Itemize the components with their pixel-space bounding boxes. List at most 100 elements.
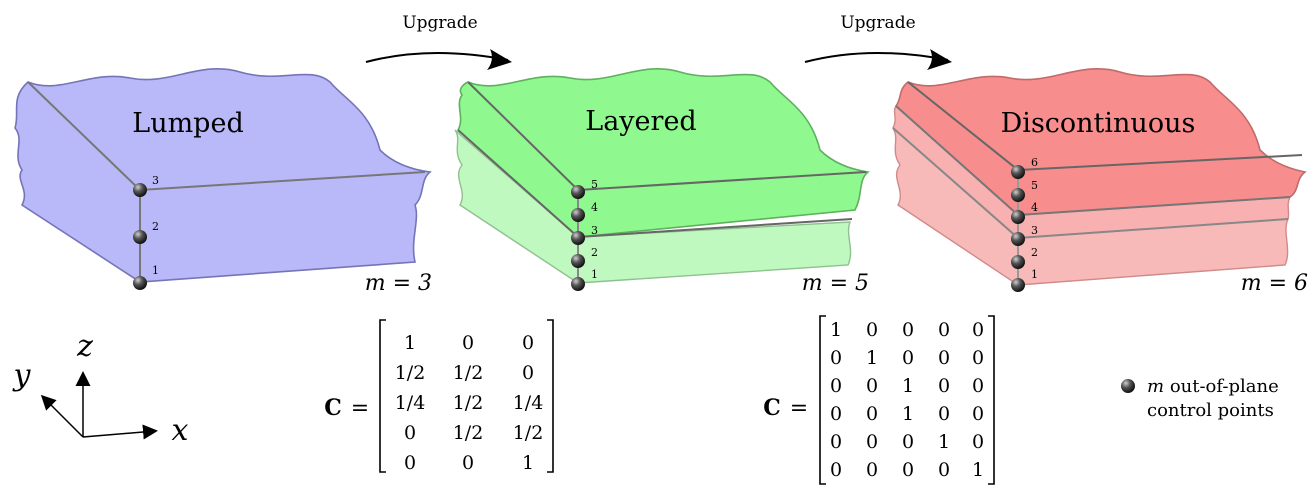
matrix-cell: 1 bbox=[902, 375, 914, 397]
upgrade-arrow-1: Upgrade bbox=[365, 13, 512, 70]
matrix-cell: 1/2 bbox=[453, 422, 484, 444]
control-point bbox=[133, 230, 147, 244]
m-label-layered: m = 5 bbox=[802, 271, 869, 296]
matrix-cell: 0 bbox=[866, 431, 878, 453]
matrix-discontinuous: C = 1 0 0 0 00 1 0 0 00 0 1 0 00 0 1 0 00 0 0 1 00 0 0 0 1 bbox=[763, 315, 995, 485]
cp-label: 4 bbox=[591, 201, 598, 214]
matrix-cell: 0 bbox=[972, 347, 984, 369]
matrix-cell: 0 bbox=[404, 452, 416, 474]
matrix-cell: 1 bbox=[830, 319, 842, 341]
matrix-cell: 0 bbox=[902, 319, 914, 341]
matrix-cell: 0 bbox=[938, 459, 950, 481]
matrix-cell: 1 bbox=[522, 452, 534, 474]
cp-label: 5 bbox=[591, 178, 598, 191]
control-point bbox=[1011, 232, 1025, 246]
matrix-cell: 0 bbox=[972, 431, 984, 453]
cp-label: 2 bbox=[591, 246, 598, 259]
legend-control-point-icon bbox=[1121, 379, 1135, 393]
matrix-cell: 1 bbox=[938, 431, 950, 453]
matrix-cell: 1 bbox=[902, 403, 914, 425]
matrix-cell: 0 bbox=[462, 452, 474, 474]
matrix-cell: 0 bbox=[902, 431, 914, 453]
discontinuous-title: Discontinuous bbox=[1001, 108, 1196, 139]
cp-label: 1 bbox=[152, 264, 159, 277]
matrix-cell: 0 bbox=[866, 459, 878, 481]
z-axis-label: z bbox=[76, 329, 93, 364]
legend-symbol: m bbox=[1147, 376, 1164, 397]
matrix-cell: 1 bbox=[972, 459, 984, 481]
matrix-cell: 0 bbox=[830, 431, 842, 453]
matrix-cell: 0 bbox=[866, 375, 878, 397]
y-axis-label: y bbox=[12, 358, 32, 393]
matrix-cell: 1/2 bbox=[513, 422, 544, 444]
legend-text-1: out-of-plane bbox=[1170, 376, 1279, 397]
control-point bbox=[133, 183, 147, 197]
matrix-cell: 0 bbox=[938, 403, 950, 425]
matrix-cell: 0 bbox=[972, 319, 984, 341]
matrix-cell: 0 bbox=[972, 403, 984, 425]
legend-line-2: control points bbox=[1147, 400, 1274, 421]
matrix-cell: 0 bbox=[830, 403, 842, 425]
matrix-cell: 0 bbox=[902, 459, 914, 481]
upgrade-arrow-2: Upgrade bbox=[804, 13, 952, 70]
matrix-cell: 0 bbox=[938, 319, 950, 341]
left-bracket bbox=[379, 319, 386, 473]
matrix-cell: 0 bbox=[462, 332, 474, 354]
right-bracket bbox=[547, 319, 554, 473]
control-point bbox=[133, 276, 147, 290]
matrix-lhs: C bbox=[763, 395, 781, 421]
control-point bbox=[571, 254, 585, 268]
right-bracket bbox=[988, 315, 995, 485]
control-point bbox=[1011, 165, 1025, 179]
cp-label: 3 bbox=[591, 224, 598, 237]
lumped-title: Lumped bbox=[132, 108, 243, 139]
control-point bbox=[571, 208, 585, 222]
control-point bbox=[571, 185, 585, 199]
cp-label: 5 bbox=[1031, 179, 1038, 192]
matrix-cell: 1 bbox=[866, 347, 878, 369]
layered-panel: Layered 5 4 3 2 1 m = 5 bbox=[454, 68, 870, 296]
control-point bbox=[1011, 188, 1025, 202]
cp-label: 6 bbox=[1031, 156, 1038, 169]
layered-top-slab bbox=[456, 68, 870, 238]
legend: m out-of-plane control points bbox=[1121, 376, 1279, 421]
matrix-cell: 1 bbox=[404, 332, 416, 354]
m-label-discontinuous: m = 6 bbox=[1241, 271, 1308, 296]
control-point bbox=[1011, 210, 1025, 224]
cp-label: 3 bbox=[1031, 224, 1038, 237]
cp-label: 2 bbox=[152, 220, 159, 233]
discontinuous-panel: Discontinuous 6 5 4 3 2 1 m = 6 bbox=[892, 68, 1308, 296]
matrix-lhs: C bbox=[324, 395, 342, 421]
lumped-slab bbox=[14, 68, 432, 283]
matrix-layered: C = 1 0 0 1/2 1/2 0 1/4 1/2 1/4 0 1/2 1/2 0 0 1 bbox=[324, 319, 554, 474]
matrix-cell: 0 bbox=[866, 319, 878, 341]
left-bracket bbox=[819, 315, 826, 485]
legend-line-1: m out-of-plane bbox=[1147, 376, 1279, 397]
matrix-cell: 0 bbox=[972, 375, 984, 397]
matrix-cell: 1/2 bbox=[453, 362, 484, 384]
coordinate-axes: z x y bbox=[12, 329, 189, 448]
matrix-cell: 1/2 bbox=[453, 392, 484, 414]
cp-label: 4 bbox=[1031, 201, 1038, 214]
matrix-cell: 0 bbox=[830, 459, 842, 481]
matrix-cell: 0 bbox=[522, 332, 534, 354]
cp-label: 3 bbox=[152, 174, 159, 187]
cp-label: 1 bbox=[1031, 268, 1038, 281]
matrix-cell: 1/2 bbox=[395, 362, 426, 384]
control-point bbox=[1011, 255, 1025, 269]
equals-sign: = bbox=[351, 396, 369, 421]
upgrade-label-1: Upgrade bbox=[402, 13, 477, 33]
matrix-cell: 0 bbox=[866, 403, 878, 425]
cp-label: 1 bbox=[591, 268, 598, 281]
cp-label: 2 bbox=[1031, 246, 1038, 259]
matrix-cell: 0 bbox=[830, 375, 842, 397]
discontinuous-bottom-slab bbox=[892, 127, 1290, 286]
matrix-cell: 0 bbox=[902, 347, 914, 369]
lumped-panel: Lumped 3 2 1 m = 3 bbox=[14, 68, 432, 296]
matrix-cell: 0 bbox=[830, 347, 842, 369]
equals-sign: = bbox=[790, 396, 808, 421]
control-point bbox=[1011, 278, 1025, 292]
discontinuous-top-slab bbox=[894, 68, 1307, 216]
layered-bottom-slab bbox=[454, 129, 852, 284]
